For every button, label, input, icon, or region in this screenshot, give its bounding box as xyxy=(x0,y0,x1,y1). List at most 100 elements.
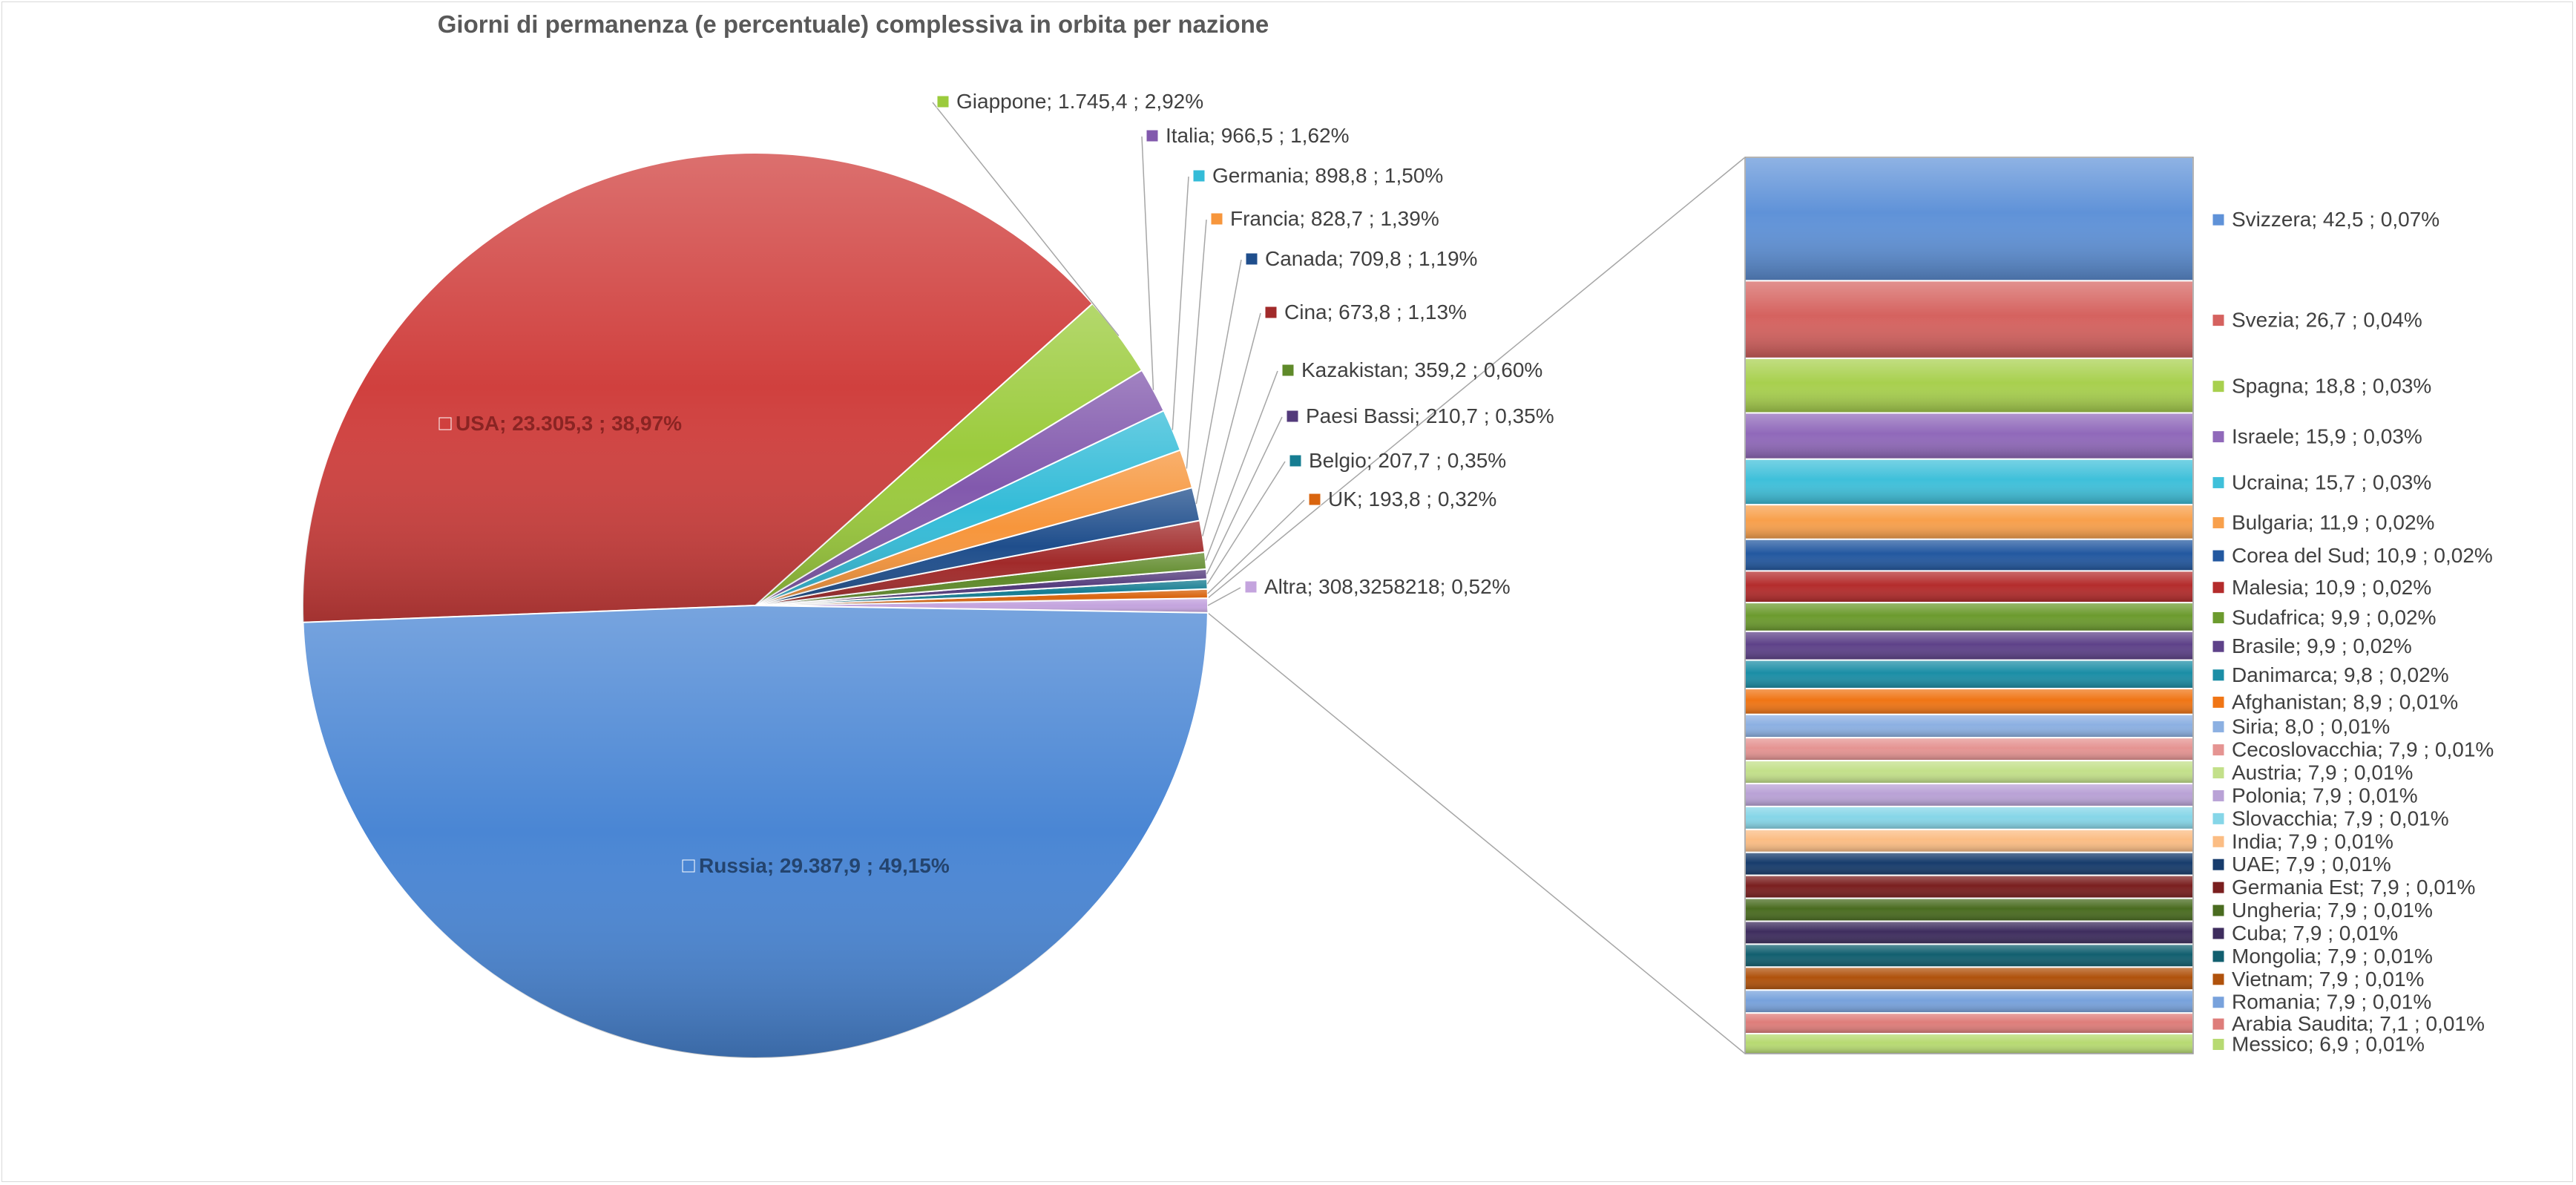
pie-slice-shading-russia xyxy=(303,605,1208,1058)
data-label-paesi-bassi: Paesi Bassi; 210,7 ; 0,35% xyxy=(1306,404,1554,427)
bar-segment-shading-afghanistan xyxy=(1745,688,2193,715)
leader-line-francia xyxy=(1186,219,1207,469)
bar-segment-shading-cuba xyxy=(1745,921,2193,945)
data-label-giappone: Giappone; 1.745,4 ; 2,92% xyxy=(956,90,1203,113)
label-swatch-cina xyxy=(1264,306,1278,319)
data-label-siria: Siria; 8,0 ; 0,01% xyxy=(2232,715,2390,738)
bar-segment-shading-austria xyxy=(1745,761,2193,784)
label-swatch-germania xyxy=(1192,169,1206,183)
pie-slice-shading-italia xyxy=(755,370,1164,605)
data-label-canada: Canada; 709,8 ; 1,19% xyxy=(1265,247,1477,270)
bar-segment-shading-malesia xyxy=(1745,571,2193,603)
data-label-cecoslovacchia: Cecoslovacchia; 7,9 ; 0,01% xyxy=(2232,738,2494,761)
bar-segment-shading-ucraina xyxy=(1745,459,2193,505)
data-label-malesia: Malesia; 10,9 ; 0,02% xyxy=(2232,576,2431,599)
data-label-italia: Italia; 966,5 ; 1,62% xyxy=(1166,124,1350,147)
chart-title: Giorni di permanenza (e percentuale) com… xyxy=(437,10,1269,38)
label-swatch-malesia xyxy=(2212,581,2225,594)
leader-line-kazakistan xyxy=(1205,370,1278,561)
label-swatch-germania-est xyxy=(2212,881,2225,894)
leader-line-belgio xyxy=(1206,461,1286,585)
leader-line-altra xyxy=(1207,587,1241,606)
bar-segment-shading-sudafrica xyxy=(1745,603,2193,631)
label-swatch-romania xyxy=(2212,996,2225,1009)
bar-segment-shading-arabia-saudita xyxy=(1745,1013,2193,1034)
data-label-arabia-saudita: Arabia Saudita; 7,1 ; 0,01% xyxy=(2232,1012,2485,1035)
data-label-brasile: Brasile; 9,9 ; 0,02% xyxy=(2232,634,2412,657)
data-label-usa: USA; 23.305,3 ; 38,97% xyxy=(456,412,682,435)
label-swatch-danimarca xyxy=(2212,669,2225,682)
label-swatch-ucraina xyxy=(2212,476,2225,489)
bar-data-labels: Svizzera; 42,5 ; 0,07% Svezia; 26,7 ; 0,0… xyxy=(2212,208,2494,1055)
data-label-messico: Messico; 6,9 ; 0,01% xyxy=(2232,1032,2425,1055)
label-swatch-kazakistan xyxy=(1281,364,1295,377)
label-swatch-brasile xyxy=(2212,640,2225,653)
label-swatch-vietnam xyxy=(2212,973,2225,986)
data-label-altra: Altra; 308,3258218; 0,52% xyxy=(1264,575,1511,598)
bar-segment-shading-india xyxy=(1745,829,2193,853)
bar-segment-shading-romania xyxy=(1745,990,2193,1014)
leader-line-uk xyxy=(1207,499,1305,594)
bar-segment-shading-germania-est xyxy=(1745,875,2193,899)
secondary-bar xyxy=(1744,157,2194,1054)
bar-segment-shading-uae xyxy=(1745,852,2193,876)
label-swatch-italia xyxy=(1146,129,1159,142)
bar-segment-shading-corea-del-sud xyxy=(1745,539,2193,571)
label-swatch-cuba xyxy=(2212,927,2225,940)
pie-slice-shading-francia xyxy=(755,450,1192,605)
pie-slice-shading-altra xyxy=(755,598,1208,613)
data-label-francia: Francia; 828,7 ; 1,39% xyxy=(1230,207,1439,230)
label-swatch-canada xyxy=(1245,252,1258,266)
data-label-bulgaria: Bulgaria; 11,9 ; 0,02% xyxy=(2232,511,2434,534)
bar-segment-shading-danimarca xyxy=(1745,660,2193,689)
bar-segment-shading-vietnam xyxy=(1745,967,2193,991)
bar-segment-shading-israele xyxy=(1745,413,2193,459)
label-swatch-polonia xyxy=(2212,789,2225,802)
label-swatch-sudafrica xyxy=(2212,611,2225,624)
data-label-ucraina: Ucraina; 15,7 ; 0,03% xyxy=(2232,470,2431,493)
label-swatch-russia xyxy=(682,859,695,873)
bar-segment-shading-cecoslovacchia xyxy=(1745,738,2193,761)
label-swatch-afghanistan xyxy=(2212,695,2225,709)
bar-segment-shading-spagna xyxy=(1745,358,2193,413)
data-label-romania: Romania; 7,9 ; 0,01% xyxy=(2232,991,2431,1014)
data-label-germania: Germania; 898,8 ; 1,50% xyxy=(1212,164,1443,187)
label-swatch-belgio xyxy=(1289,454,1302,467)
pie-bar-connectors xyxy=(1207,157,1746,1054)
label-swatch-messico xyxy=(2212,1037,2225,1051)
data-label-vietnam: Vietnam; 7,9 ; 0,01% xyxy=(2232,968,2424,991)
leader-line-cina xyxy=(1202,312,1261,536)
label-swatch-slovacchia xyxy=(2212,812,2225,825)
leader-line-italia xyxy=(1141,136,1154,390)
data-label-svizzera: Svizzera; 42,5 ; 0,07% xyxy=(2232,208,2439,231)
data-label-kazakistan: Kazakistan; 359,2 ; 0,60% xyxy=(1301,358,1542,381)
data-label-uae: UAE; 7,9 ; 0,01% xyxy=(2232,853,2391,876)
pie-data-labels: Russia; 29.387,9 ; 49,15% USA; 23.305,3 ;… xyxy=(438,90,1554,877)
label-swatch-altra xyxy=(1244,580,1258,594)
data-label-belgio: Belgio; 207,7 ; 0,35% xyxy=(1309,449,1506,472)
label-swatch-ungheria xyxy=(2212,904,2225,917)
label-swatch-corea-del-sud xyxy=(2212,549,2225,562)
pie-slice-shading-usa xyxy=(303,153,1093,623)
label-swatch-usa xyxy=(438,417,452,430)
label-swatch-svizzera xyxy=(2212,213,2225,226)
label-swatch-bulgaria xyxy=(2212,516,2225,529)
leader-line-canada xyxy=(1195,259,1242,505)
data-label-germania-est: Germania Est; 7,9 ; 0,01% xyxy=(2232,876,2475,899)
bar-segment-shading-messico xyxy=(1745,1033,2193,1054)
label-swatch-israele xyxy=(2212,430,2225,444)
label-swatch-uk xyxy=(1308,493,1321,506)
data-label-cuba: Cuba; 7,9 ; 0,01% xyxy=(2232,922,2398,945)
data-label-austria: Austria; 7,9 ; 0,01% xyxy=(2232,761,2413,784)
bar-segment-shading-mongolia xyxy=(1745,944,2193,968)
label-swatch-cecoslovacchia xyxy=(2212,744,2225,757)
label-swatch-spagna xyxy=(2212,380,2225,393)
connector-line-top xyxy=(1207,157,1746,599)
label-swatch-francia xyxy=(1210,212,1223,226)
data-label-russia: Russia; 29.387,9 ; 49,15% xyxy=(699,854,950,877)
data-label-mongolia: Mongolia; 7,9 ; 0,01% xyxy=(2232,945,2433,968)
leader-line-germania xyxy=(1172,176,1189,430)
data-label-danimarca: Danimarca; 9,8 ; 0,02% xyxy=(2232,663,2449,686)
data-label-sudafrica: Sudafrica; 9,9 ; 0,02% xyxy=(2232,605,2437,628)
